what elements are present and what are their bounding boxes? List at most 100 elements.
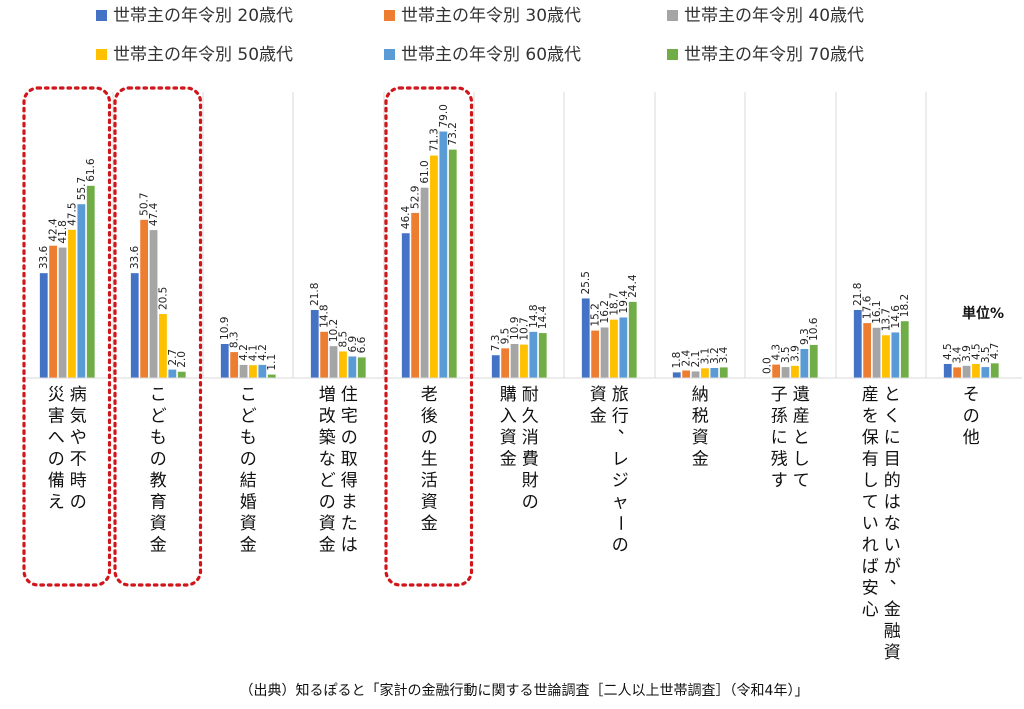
svg-text:産: 産	[862, 385, 879, 405]
bar-cat5-s1	[401, 233, 410, 378]
svg-text:ャ: ャ	[612, 493, 629, 513]
svg-text:心: 心	[862, 600, 879, 620]
bar-cat6-s4	[520, 344, 528, 378]
value-label-cat7-s1: 25.5	[580, 271, 592, 294]
bar-cat1-s3	[58, 247, 67, 378]
value-label-cat6-s6: 14.4	[537, 305, 549, 329]
legend-label-6: 世帯主の年令別 70歳代	[684, 45, 864, 65]
svg-text:、: 、	[890, 569, 907, 589]
svg-text:結: 結	[240, 471, 257, 491]
svg-text:孫: 孫	[771, 407, 788, 427]
bar-cat2-s1	[130, 273, 139, 378]
svg-text:い: い	[862, 514, 879, 534]
bar-cat3-s1	[220, 343, 229, 378]
svg-text:金: 金	[884, 600, 901, 620]
value-label-cat10-s1: 21.8	[852, 283, 864, 306]
svg-text:な: な	[319, 450, 336, 470]
svg-text:へ: へ	[48, 428, 65, 448]
svg-text:ー: ー	[609, 515, 629, 532]
bar-cat2-s4	[159, 314, 167, 378]
svg-text:気: 気	[70, 407, 87, 427]
value-label-cat7-s5: 19.4	[618, 290, 630, 314]
svg-text:は: は	[341, 536, 358, 556]
svg-text:納: 納	[692, 385, 709, 405]
svg-text:の: の	[522, 493, 539, 513]
category-label-7-line-2: 資金	[590, 385, 607, 427]
svg-text:後: 後	[421, 407, 438, 427]
svg-text:の: の	[150, 450, 167, 470]
value-label-cat3-s4: 4.1	[247, 345, 259, 362]
svg-text:、: 、	[618, 418, 635, 438]
value-label-cat3-s1: 10.9	[219, 317, 231, 340]
bar-cat5-s4	[430, 155, 438, 378]
legend-label-3: 世帯主の年令別 40歳代	[684, 6, 864, 26]
bar-cat4-s5	[348, 356, 357, 378]
svg-text:改: 改	[319, 407, 336, 427]
svg-text:も: も	[240, 428, 257, 448]
svg-text:れ: れ	[862, 536, 879, 556]
svg-text:得: 得	[341, 471, 358, 491]
value-label-cat4-s2: 14.8	[319, 304, 331, 327]
bar-cat5-s2	[411, 212, 420, 378]
svg-text:築: 築	[319, 428, 336, 448]
value-label-cat4-s4: 8.5	[337, 331, 349, 348]
svg-text:ど: ど	[240, 407, 257, 427]
svg-text:教: 教	[150, 471, 167, 491]
svg-text:レ: レ	[612, 450, 629, 470]
value-label-cat4-s1: 21.8	[309, 283, 321, 306]
bar-cat5-s3	[420, 187, 429, 378]
bar-cat9-s5	[800, 348, 809, 378]
bar-cat6-s5	[529, 331, 538, 378]
bar-cat9-s3	[781, 367, 790, 378]
bar-cat9-s2	[772, 364, 781, 378]
svg-text:ば: ば	[862, 557, 879, 577]
svg-text:こ: こ	[240, 385, 257, 405]
svg-text:ジ: ジ	[612, 471, 629, 491]
value-label-cat8-s3: 2.1	[690, 351, 702, 368]
highlight-box-cat1	[22, 86, 112, 587]
svg-text:金: 金	[692, 450, 709, 470]
svg-text:資: 資	[240, 514, 257, 534]
bar-cat8-s3	[691, 371, 700, 378]
bar-cat7-s3	[600, 327, 609, 378]
bar-cat6-s3	[510, 343, 519, 378]
value-label-cat9-s1: 0.0	[761, 357, 773, 374]
bar-cat3-s4	[249, 365, 257, 378]
value-label-cat11-s5: 3.5	[980, 346, 992, 363]
svg-text:ま: ま	[341, 493, 358, 513]
bar-cat2-s5	[168, 369, 177, 378]
bar-cat8-s5	[710, 368, 719, 378]
bar-cat10-s6	[900, 321, 909, 378]
svg-text:資: 資	[692, 428, 709, 448]
svg-text:に: に	[884, 428, 901, 448]
svg-text:の: の	[70, 493, 87, 513]
value-label-cat7-s6: 24.4	[627, 274, 639, 298]
svg-text:金: 金	[319, 536, 336, 556]
value-label-cat2-s4: 20.5	[157, 287, 169, 310]
bar-cat3-s2	[230, 352, 239, 378]
svg-text:生: 生	[421, 450, 438, 470]
svg-text:金: 金	[500, 450, 517, 470]
highlight-box-cat5	[384, 86, 474, 587]
svg-text:財: 財	[522, 471, 539, 491]
bar-cat9-s6	[809, 344, 818, 378]
svg-text:行: 行	[612, 407, 629, 427]
bar-cat10-s1	[853, 309, 862, 378]
legend-swatch-6	[667, 49, 678, 60]
value-label-cat11-s1: 4.5	[942, 343, 954, 360]
svg-text:や: や	[70, 428, 87, 448]
svg-text:く: く	[884, 407, 901, 427]
svg-text:を: を	[862, 407, 879, 427]
bar-cat10-s2	[863, 323, 872, 378]
value-label-cat9-s6: 10.6	[808, 317, 820, 341]
bar-cat7-s1	[581, 298, 590, 378]
bars	[39, 131, 999, 378]
bar-cat4-s4	[339, 351, 347, 378]
bar-cat1-s1	[39, 273, 48, 378]
